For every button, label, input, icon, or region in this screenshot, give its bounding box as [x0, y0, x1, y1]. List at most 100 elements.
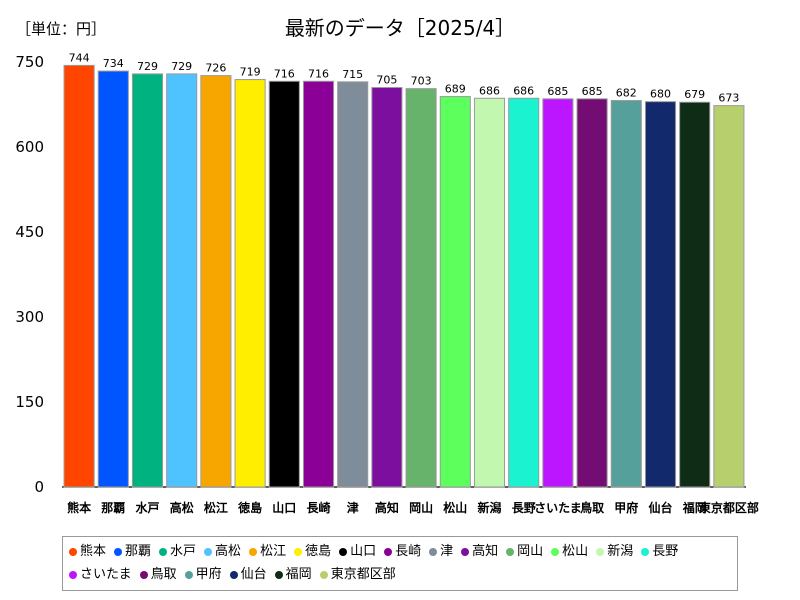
- legend-item: さいたま: [69, 564, 132, 587]
- bar: [337, 81, 369, 488]
- bar: [302, 80, 335, 488]
- x-tick-label: 仙台: [648, 500, 672, 515]
- value-label-bg: [65, 49, 94, 65]
- value-label-bg: [236, 63, 265, 79]
- legend-label: 東京都区部: [330, 566, 396, 582]
- legend-item: 津: [429, 541, 453, 564]
- bar: [542, 98, 574, 488]
- legend-label: 長野: [652, 544, 679, 560]
- bar: [234, 79, 266, 488]
- value-label-bg: [338, 65, 367, 81]
- bar: [97, 70, 129, 488]
- value-label: 685: [547, 85, 568, 98]
- legend-label: 徳島: [305, 544, 332, 560]
- legend-item: 高知: [461, 541, 498, 564]
- x-tick-label: 鳥取: [580, 500, 604, 515]
- legend-swatch: [506, 548, 515, 557]
- legend-label: 松江: [260, 544, 287, 560]
- legend-swatch: [319, 570, 328, 579]
- bar: [371, 87, 403, 488]
- x-tick-label: 水戸: [135, 500, 159, 515]
- value-label-bg: [714, 89, 743, 105]
- legend-label: 福岡: [285, 566, 312, 582]
- legend-swatch: [461, 548, 470, 557]
- legend-swatch: [641, 548, 650, 557]
- bar: [473, 97, 506, 488]
- bar: [200, 75, 232, 488]
- legend-label: 高知: [472, 544, 499, 560]
- legend-item: 徳島: [294, 541, 331, 564]
- value-label-bg: [475, 82, 504, 98]
- x-tick-label: 津: [347, 500, 359, 515]
- y-tick-label: 600: [15, 138, 44, 156]
- legend-item: 長崎: [384, 541, 421, 564]
- legend-item: 山口: [339, 541, 376, 564]
- legend-swatch: [184, 570, 193, 579]
- legend-swatch: [551, 548, 560, 557]
- value-label: 686: [479, 84, 500, 97]
- bar: [439, 96, 471, 488]
- legend-item: 熊本: [69, 541, 106, 564]
- legend-item: 松江: [249, 541, 286, 564]
- legend-item: 長野: [641, 541, 678, 564]
- legend-label: 新潟: [607, 544, 634, 560]
- value-label: 716: [274, 67, 295, 80]
- legend-swatch: [274, 570, 283, 579]
- legend-swatch: [339, 548, 348, 557]
- x-tick-label: 高松: [170, 500, 194, 515]
- legend-label: 高松: [215, 544, 242, 560]
- bar: [713, 105, 745, 488]
- bar: [166, 73, 198, 488]
- legend-item: 松山: [551, 541, 588, 564]
- y-tick-label: 750: [15, 53, 44, 71]
- value-label: 744: [69, 51, 90, 64]
- value-label-bg: [407, 72, 436, 88]
- legend-swatch: [596, 548, 605, 557]
- chart-title: 最新のデータ［2025/4］: [284, 16, 516, 40]
- legend-label: 鳥取: [150, 566, 177, 582]
- legend-swatch: [69, 570, 77, 579]
- bar: [268, 80, 300, 488]
- value-label: 673: [718, 92, 739, 105]
- legend-item: 水戸: [159, 541, 196, 564]
- x-tick-label: 山口: [272, 500, 296, 515]
- value-label-bg: [646, 85, 675, 101]
- y-tick-label: 150: [15, 393, 44, 411]
- legend-item: 鳥取: [139, 564, 177, 587]
- value-label: 689: [445, 83, 466, 96]
- x-tick-label: 長野: [512, 500, 536, 515]
- value-label-bg: [133, 57, 162, 73]
- bar-chart: 0 150 300 450 600 750 744 734 729 729 726 719 716 71…: [15, 49, 759, 515]
- x-tick-label: 岡山: [409, 500, 433, 515]
- bar: [610, 100, 642, 488]
- value-label-bg: [578, 82, 607, 98]
- legend-label: 長崎: [395, 544, 422, 560]
- legend-item: 甲府: [184, 564, 222, 587]
- value-label: 716: [308, 67, 329, 80]
- value-label-bg: [441, 80, 470, 96]
- legend-swatch: [159, 548, 168, 557]
- y-tick-label: 450: [15, 223, 44, 241]
- bar: [405, 88, 437, 488]
- value-label-bg: [201, 59, 230, 75]
- legend-swatch: [294, 548, 303, 557]
- value-label: 682: [616, 87, 637, 100]
- bar: [508, 97, 540, 488]
- legend-item: 新潟: [596, 541, 633, 564]
- bar: [131, 73, 164, 488]
- legend-label: 熊本: [80, 544, 107, 560]
- legend-swatch: [139, 570, 148, 579]
- x-tick-label: 松山: [443, 500, 467, 515]
- legend-item: 東京都区部: [319, 564, 396, 587]
- x-tick-label: 那覇: [101, 501, 125, 515]
- y-tick-label: 0: [34, 478, 44, 496]
- x-tick-label: 新潟: [477, 500, 501, 515]
- value-label: 715: [342, 68, 363, 81]
- value-label-bg: [680, 86, 709, 102]
- legend-label: 津: [440, 544, 454, 560]
- legend-label: 松山: [562, 544, 589, 560]
- legend-label: 山口: [350, 544, 377, 560]
- value-label: 685: [582, 85, 603, 98]
- bar: [63, 64, 95, 488]
- value-label: 729: [137, 60, 158, 73]
